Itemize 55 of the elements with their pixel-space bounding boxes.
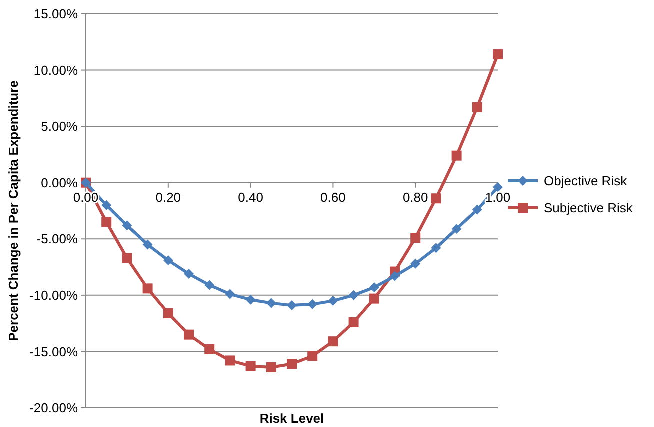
y-tick-label: 5.00% (41, 119, 78, 134)
point (472, 204, 482, 215)
x-tick-label: 0.60 (320, 190, 346, 205)
point (102, 217, 112, 228)
point (246, 294, 256, 305)
point (246, 361, 256, 372)
point (348, 317, 359, 328)
point (390, 271, 400, 282)
point (328, 296, 338, 306)
point (369, 294, 380, 304)
point (122, 220, 132, 231)
point (225, 356, 236, 366)
y-tick-label: 0.00% (41, 175, 78, 190)
y-tick-label: -15.00% (30, 344, 78, 360)
point (410, 233, 421, 244)
point (431, 243, 442, 254)
point (225, 289, 236, 300)
point (308, 351, 318, 362)
point (328, 336, 338, 347)
y-tick-label: -20.00% (30, 400, 78, 416)
point (266, 362, 276, 372)
legend-label: Subjective Risk (544, 200, 634, 216)
y-axis-title: Percent Change in Per Capita Expenditure (6, 80, 21, 342)
point (184, 269, 194, 280)
y-tick-label: 10.00% (34, 62, 78, 78)
point (142, 284, 153, 294)
point (452, 224, 462, 234)
point (472, 102, 482, 112)
y-tick-label: -10.00% (30, 288, 78, 303)
point (184, 330, 194, 340)
x-tick-label: 0.20 (156, 190, 182, 205)
point (163, 308, 174, 318)
point (204, 280, 215, 290)
point (369, 282, 380, 293)
point (204, 344, 215, 354)
point (287, 359, 297, 370)
y-tick-label: -5.00% (36, 232, 78, 247)
point (452, 150, 462, 161)
point (102, 200, 112, 210)
point (163, 256, 174, 266)
point (410, 258, 421, 269)
point (493, 50, 503, 60)
point (431, 194, 442, 204)
point (493, 182, 503, 192)
y-tick-label: 15.00% (34, 6, 78, 22)
x-tick-label: 0.80 (402, 190, 428, 205)
point (348, 290, 359, 300)
x-axis-title: Risk Level (260, 411, 324, 426)
point (308, 299, 318, 310)
point (122, 253, 132, 264)
point (287, 300, 297, 311)
point (266, 298, 276, 308)
legend-label: Objective Risk (544, 174, 628, 189)
x-tick-label: 0.40 (238, 190, 264, 205)
point (142, 240, 153, 250)
